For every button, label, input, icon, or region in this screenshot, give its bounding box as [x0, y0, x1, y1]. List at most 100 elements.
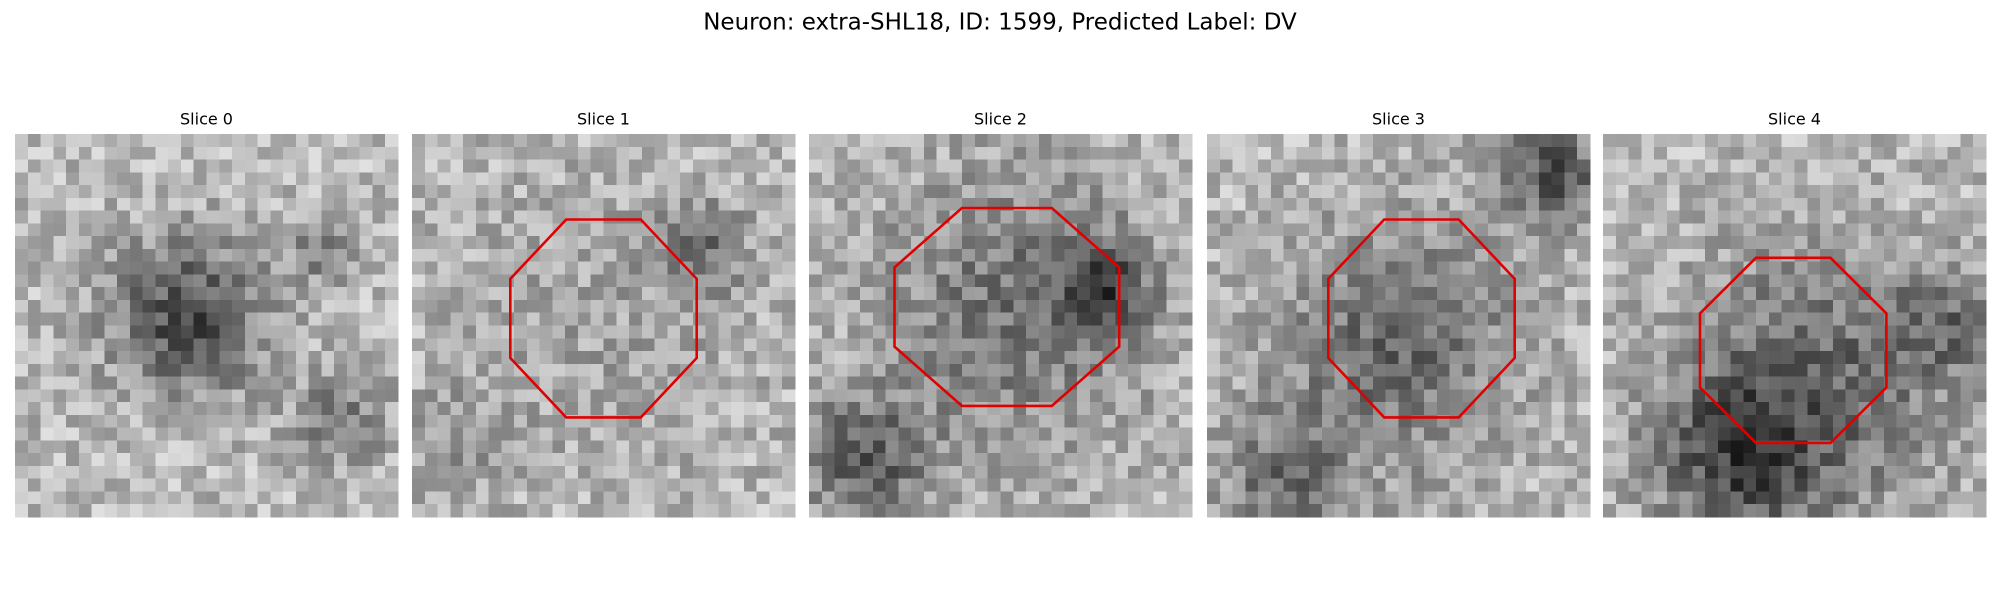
- pixel: [629, 223, 643, 237]
- pixel: [705, 504, 719, 518]
- pixel: [1334, 414, 1348, 429]
- pixel: [270, 376, 284, 390]
- pixel: [180, 236, 195, 250]
- pixel: [1179, 223, 1193, 237]
- pixel: [244, 261, 258, 275]
- pixel: [1526, 223, 1540, 237]
- pixel: [1051, 185, 1065, 199]
- pixel: [1258, 427, 1272, 441]
- pixel: [359, 236, 373, 250]
- pixel: [1768, 414, 1783, 429]
- pixel: [1038, 427, 1052, 441]
- pixel: [206, 402, 220, 416]
- pixel: [1334, 172, 1348, 186]
- pixel: [1102, 427, 1116, 441]
- pixel: [1705, 504, 1719, 518]
- pixel: [705, 478, 719, 492]
- pixel: [488, 427, 502, 441]
- pixel: [91, 287, 105, 301]
- pixel: [359, 159, 373, 173]
- pixel: [1743, 287, 1757, 301]
- pixel: [1858, 427, 1872, 441]
- pixel: [1717, 389, 1732, 403]
- pixel: [1947, 325, 1961, 339]
- pixel: [1845, 134, 1859, 148]
- pixel: [40, 185, 54, 199]
- pixel: [1922, 363, 1936, 377]
- pixel: [372, 274, 386, 288]
- pixel: [1232, 236, 1246, 250]
- pixel: [1207, 427, 1221, 441]
- pixel: [1960, 427, 1974, 441]
- pixel: [308, 223, 322, 237]
- pixel: [1000, 491, 1014, 505]
- pixel: [898, 478, 912, 492]
- pixel: [1245, 453, 1259, 467]
- pixel: [654, 248, 668, 263]
- pixel: [590, 312, 604, 326]
- pixel: [1947, 146, 1961, 160]
- pixel: [1858, 440, 1872, 454]
- pixel: [1922, 134, 1936, 148]
- pixel: [206, 453, 220, 467]
- pixel: [1705, 351, 1719, 365]
- pixel: [565, 248, 579, 263]
- pixel: [731, 478, 745, 492]
- pixel: [321, 274, 335, 288]
- pixel: [1564, 351, 1578, 365]
- pixel: [1487, 134, 1502, 148]
- pixel: [129, 146, 144, 160]
- pixel: [1207, 159, 1221, 173]
- pixel: [1077, 261, 1091, 275]
- pixel: [1807, 172, 1821, 186]
- pixel: [193, 363, 207, 377]
- pixel: [1270, 159, 1284, 173]
- pixel: [1089, 134, 1104, 148]
- pixel: [1385, 478, 1399, 492]
- pixel: [1513, 325, 1527, 339]
- pixel: [1845, 440, 1859, 454]
- pixel: [283, 414, 297, 429]
- pixel: [1871, 427, 1885, 441]
- pixel: [1743, 261, 1757, 275]
- pixel: [1641, 363, 1655, 377]
- pixel: [1140, 453, 1155, 467]
- pixel: [1666, 159, 1680, 173]
- pixel: [898, 210, 912, 224]
- pixel: [1794, 363, 1808, 377]
- pixel: [1245, 325, 1259, 339]
- pixel: [66, 376, 80, 390]
- pixel: [270, 427, 284, 441]
- pixel: [1128, 338, 1142, 352]
- pixel: [1000, 134, 1014, 148]
- pixel: [1577, 159, 1591, 173]
- pixel: [667, 274, 681, 288]
- pixel: [15, 389, 29, 403]
- pixel: [565, 287, 579, 301]
- pixel: [475, 453, 489, 467]
- pixel: [539, 197, 553, 211]
- pixel: [1207, 197, 1221, 211]
- pixel: [949, 363, 963, 377]
- pixel: [1756, 274, 1770, 288]
- pixel: [1603, 402, 1617, 416]
- pixel: [847, 376, 861, 390]
- pixel: [1411, 351, 1425, 365]
- pixel: [1245, 351, 1259, 365]
- pixel: [1283, 325, 1297, 339]
- pixel: [641, 261, 655, 275]
- pixel: [1309, 236, 1323, 250]
- pixel: [257, 248, 271, 263]
- pixel: [488, 338, 502, 352]
- pixel: [437, 363, 451, 377]
- pixel: [1258, 287, 1272, 301]
- pixel: [705, 351, 719, 365]
- pixel: [809, 248, 823, 263]
- pixel: [1960, 414, 1974, 429]
- pixel: [232, 465, 246, 480]
- pixel: [1909, 376, 1923, 390]
- pixel: [1717, 197, 1732, 211]
- pixel: [1449, 134, 1463, 148]
- pixel: [1807, 299, 1821, 314]
- pixel: [1871, 363, 1885, 377]
